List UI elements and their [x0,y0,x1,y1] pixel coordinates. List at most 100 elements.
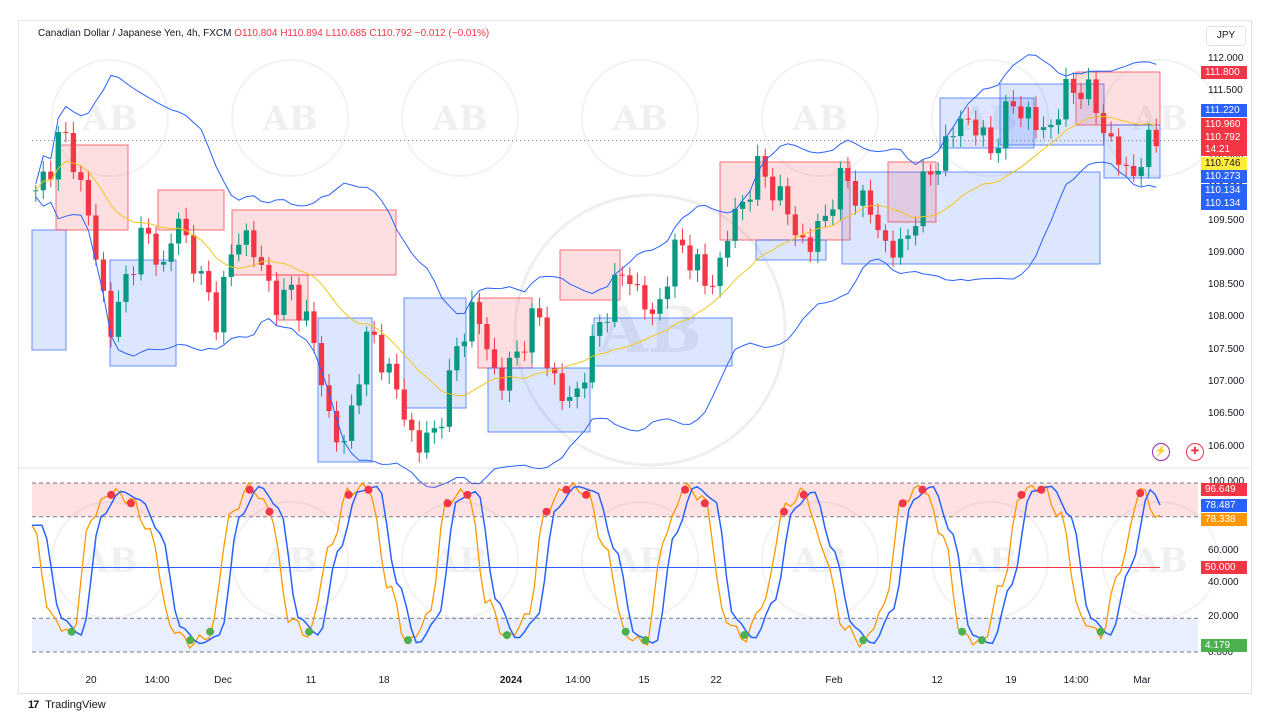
candle-body [221,276,227,333]
candle-body [935,170,941,175]
time-axis-label: Dec [214,675,232,686]
stoch-sell-dot [542,507,551,516]
stoch-buy-dot [305,627,314,636]
candle-body [649,309,656,314]
candle-body [1025,107,1032,119]
candle-body [1123,164,1129,166]
candle-body [70,133,76,173]
candle-body [318,343,325,386]
stoch-sell-dot [443,499,452,508]
watermark-monogram: AB [431,99,487,139]
candle-body [679,239,686,246]
candle-body [1048,124,1054,128]
candle-body [973,119,979,136]
candle-body [988,127,994,154]
stoch-sell-dot [1037,485,1046,494]
chart-frame [18,20,1252,694]
price-axis-label: 108.000 [1208,311,1245,323]
tradingview-footer[interactable]: 17 TradingView [28,699,106,711]
stoch-sell-dot [799,490,808,499]
candle-body [1153,129,1159,147]
price-tag: 110.134 [1201,184,1247,197]
zone [487,367,591,433]
watermark-ring [401,59,519,177]
stoch-sell-dot [126,499,135,508]
candle-body [890,240,896,258]
time-axis-label: 11 [305,675,317,686]
candle-body [762,156,768,177]
candle-body [672,239,678,287]
candle-body [1033,107,1039,131]
candle-body [333,411,340,443]
candle-body [206,271,212,293]
osc-axis-label: 0.000 [1208,647,1234,658]
symbol-title: Canadian Dollar / Japanese Yen, 4h, FXCM [38,28,232,39]
candle-body [461,341,468,347]
stoch-sell-dot [1017,490,1026,499]
candle-body [491,349,498,368]
candle-body [394,363,400,390]
candle-body [559,373,565,401]
candle-body [912,226,919,236]
watermark-ring [231,59,349,177]
candle-body [815,220,821,252]
candle-body [145,227,152,234]
watermark-ring [761,59,879,177]
price-axis-label: 106.000 [1208,440,1245,452]
candle-body [792,214,798,236]
candle-body [303,311,310,321]
candle-body [514,351,520,358]
stoch-buy-dot [641,636,650,645]
candle-body [724,240,731,258]
candle-body [123,274,129,302]
stoch-sell-dot [1136,489,1145,498]
candle-body [176,218,182,244]
candle-body [100,259,107,291]
candle-body [1138,166,1144,177]
candle-body [401,389,407,420]
alert-icon[interactable]: ⚡ [1152,443,1170,461]
currency-button[interactable]: JPY [1206,26,1246,46]
candle-body [1040,127,1047,131]
candle-body [1108,133,1114,137]
candle-body [664,286,671,300]
candle-body [694,254,701,271]
stoch-sell-dot [582,490,591,499]
candle-body [619,274,625,276]
price-tag: 110.746 [1201,157,1247,170]
candle-body [364,331,370,385]
candle-body [1131,165,1137,177]
candle-body [78,172,84,180]
time-axis-label: 22 [710,675,722,686]
candle-body [642,285,648,310]
candle-body [740,201,746,209]
stoch-sell-dot [265,507,274,516]
price-tag: 110.134 [1201,197,1247,210]
candle-body [755,156,761,200]
stoch-buy-dot [958,627,967,636]
price-axis-label: 109.000 [1208,246,1245,258]
candle-body [198,271,204,274]
candle-body [356,384,362,406]
watermark-ring [931,59,1049,177]
stoch-sell-dot [463,490,472,499]
candle-body [288,284,295,290]
stoch-buy-dot [621,627,630,636]
stoch-sell-dot [898,499,907,508]
candle-body [506,357,513,391]
stoch-buy-dot [740,631,749,640]
osc-tag: 78.487 [1201,499,1247,512]
candle-body [860,190,866,206]
candle-body [371,331,377,335]
candle-body [348,405,355,441]
canada-flag-icon[interactable]: ✚ [1186,443,1204,461]
candle-body [882,230,889,241]
watermark-ring-large [513,193,787,467]
candle-body [1116,136,1122,165]
chart-header: Canadian Dollar / Japanese Yen, 4h, FXCM… [38,28,489,39]
candle-body [191,235,197,274]
candle-body [1093,79,1099,114]
candle-body [709,285,716,287]
candle-body [33,190,39,192]
